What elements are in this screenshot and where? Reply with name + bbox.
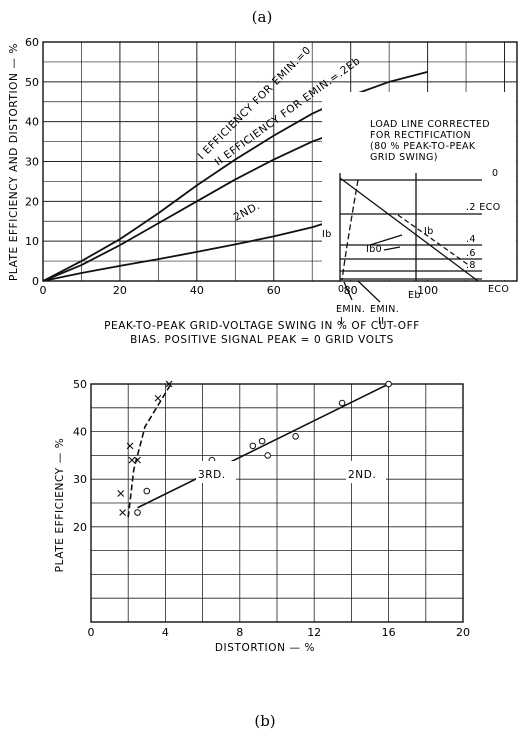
inset-title-line-2: FOR RECTIFICATION bbox=[370, 130, 471, 141]
panel-a-x-axis-label-line-2: BIAS. POSITIVE SIGNAL PEAK = 0 GRID VOLT… bbox=[130, 334, 394, 346]
inset-title: LOAD LINE CORRECTED FOR RECTIFICATION (8… bbox=[370, 119, 490, 163]
x-tick-label: 60 bbox=[267, 284, 281, 297]
panel-a-frame bbox=[42, 41, 518, 282]
x-tick-label: 12 bbox=[307, 626, 321, 639]
panel-a-label: (a) bbox=[252, 8, 273, 26]
point-cross bbox=[128, 456, 136, 464]
inset-ib0-leader bbox=[383, 246, 401, 251]
x-tick-label: 16 bbox=[382, 626, 396, 639]
inset-label-origin: 0 bbox=[338, 284, 344, 295]
panel-b-frame bbox=[90, 383, 464, 623]
inset-label-eco: ECO bbox=[488, 284, 509, 295]
inset-dashed-limit bbox=[341, 179, 359, 281]
inset-title-line-4: GRID SWING) bbox=[370, 152, 438, 163]
inset-label-emin1: EMIN. bbox=[336, 304, 365, 315]
series-label-2nd: 2ND. bbox=[232, 200, 263, 224]
series-label-3rd-bg bbox=[196, 461, 236, 483]
inset-labels: 0 .2 ECO .4 .6 .8 ECO Ib Ib Ib0 0 Eb EMI… bbox=[322, 168, 509, 327]
point-cross bbox=[126, 442, 134, 450]
panel-b-y-ticks: 20 30 40 50 bbox=[73, 378, 87, 534]
y-tick-label: 10 bbox=[25, 235, 39, 248]
x-tick-label: 80 bbox=[344, 284, 358, 297]
inset-title-line-3: (80 % PEAK-TO-PEAK bbox=[370, 141, 476, 152]
inset-label-02: .2 ECO bbox=[466, 202, 501, 213]
inset-title-line-1: LOAD LINE CORRECTED bbox=[370, 119, 490, 130]
inset-load-line bbox=[339, 177, 479, 282]
panel-b-label: (b) bbox=[254, 712, 275, 730]
inset-label-0: 0 bbox=[492, 168, 498, 179]
inset-label-08: .8 bbox=[466, 260, 476, 271]
inset-emin1-leader bbox=[343, 281, 353, 301]
inset-label-emin2: EMIN. bbox=[370, 304, 399, 315]
panel-b-series bbox=[117, 380, 392, 518]
y-tick-label: 30 bbox=[73, 473, 87, 486]
x-tick-label: 8 bbox=[236, 626, 243, 639]
series-label-2nd-b: 2ND. bbox=[348, 469, 376, 481]
fit-line-2 bbox=[127, 383, 172, 518]
x-tick-label: 100 bbox=[417, 284, 438, 297]
inset-label-ib-axis: Ib bbox=[322, 229, 332, 240]
series-label-2nd-bg bbox=[346, 461, 386, 483]
y-tick-label: 60 bbox=[25, 36, 39, 49]
y-tick-label: 20 bbox=[25, 195, 39, 208]
point-circle bbox=[292, 433, 299, 440]
fit-line-1 bbox=[137, 383, 389, 509]
series-label-3rd: 3RD. bbox=[198, 469, 226, 481]
point-circle bbox=[385, 380, 392, 388]
y-tick-label: 50 bbox=[73, 378, 87, 391]
point-cross bbox=[134, 456, 141, 464]
panel-a-y-axis-label: PLATE EFFICIENCY AND DISTORTION — % bbox=[8, 43, 20, 281]
x-tick-label: 20 bbox=[456, 626, 470, 639]
inset-label-04: .4 bbox=[466, 234, 476, 245]
point-circle bbox=[338, 399, 346, 407]
panel-a-x-axis-label-line-1: PEAK-TO-PEAK GRID-VOLTAGE SWING IN % OF … bbox=[104, 320, 420, 332]
point-cross bbox=[154, 394, 162, 402]
inset-label-emin2-num: II bbox=[378, 316, 384, 327]
point-circle bbox=[249, 442, 257, 450]
inset-ib-leader bbox=[369, 234, 403, 246]
inset-label-06: .6 bbox=[466, 248, 476, 259]
inset-background bbox=[322, 92, 516, 280]
panel-b-y-axis-label: PLATE EFFICIENCY — % bbox=[54, 438, 66, 573]
panel-a-y-ticks: 0 10 20 30 40 50 60 bbox=[25, 36, 39, 288]
x-tick-label: 20 bbox=[113, 284, 127, 297]
point-cross bbox=[117, 490, 125, 497]
point-circle bbox=[134, 509, 141, 516]
y-tick-label: 40 bbox=[25, 116, 39, 129]
series-line-1 bbox=[42, 71, 428, 282]
point-circle bbox=[264, 452, 272, 459]
inset-label-ib0: Ib0 bbox=[366, 244, 382, 255]
point-circle bbox=[258, 437, 266, 445]
point-cross bbox=[165, 380, 173, 388]
y-tick-label: 30 bbox=[25, 156, 39, 169]
panel-b-x-axis-label: DISTORTION — % bbox=[215, 642, 315, 654]
y-tick-label: 40 bbox=[73, 426, 87, 439]
x-tick-label: 40 bbox=[190, 284, 204, 297]
x-tick-label: 0 bbox=[40, 284, 47, 297]
y-tick-label: 50 bbox=[25, 76, 39, 89]
inset-diagram bbox=[339, 173, 482, 303]
y-tick-label: 20 bbox=[73, 521, 87, 534]
y-tick-label: 0 bbox=[32, 275, 39, 288]
inset-corrected-load-line bbox=[397, 214, 471, 267]
inset-emin2-leader bbox=[357, 280, 381, 303]
point-circle bbox=[143, 487, 151, 495]
inset-label-ib: Ib bbox=[424, 226, 434, 237]
inset-label-emin1-num: I bbox=[340, 316, 343, 327]
x-tick-label: 4 bbox=[162, 626, 169, 639]
panel-b-x-ticks: 0 4 8 12 16 20 bbox=[88, 626, 471, 639]
panel-a-x-ticks: 0 20 40 60 80 100 bbox=[40, 284, 439, 297]
inset-label-eb: Eb bbox=[408, 290, 421, 301]
x-tick-label: 0 bbox=[88, 626, 95, 639]
point-cross bbox=[119, 509, 127, 516]
